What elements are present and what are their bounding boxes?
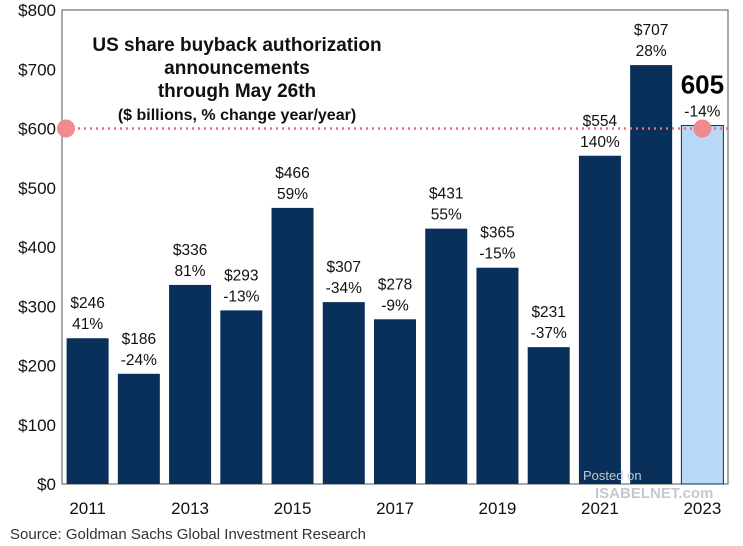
x-tick-label: 2019: [479, 499, 517, 518]
bar-chart: $0 $100 $200 $300 $400 $500 $600 $700 $800 2011 2…: [18, 1, 729, 518]
change-label-2015: 59%: [277, 186, 308, 203]
bar-2017: [373, 319, 417, 484]
change-label-2016: -34%: [326, 280, 362, 297]
chart-subtitle: ($ billions, % change year/year): [118, 107, 356, 124]
value-label-2016: $307: [327, 259, 361, 276]
value-label-2017: $278: [378, 276, 412, 293]
chart-title-line-2: announcements: [164, 58, 310, 79]
chart-title-line-1: US share buyback authorization: [92, 35, 381, 56]
chart-title-line-3: through May 26th: [158, 81, 316, 102]
y-tick-label: $0: [37, 475, 56, 494]
source-note: Source: Goldman Sachs Global Investment …: [10, 526, 367, 543]
x-tick-label: 2013: [171, 499, 209, 518]
change-label-2020: -37%: [531, 325, 567, 342]
y-tick-label: $700: [18, 60, 56, 79]
bar-2014: [220, 310, 263, 484]
value-label-2021: $554: [583, 113, 618, 130]
value-label-2018: $431: [429, 186, 463, 203]
x-tick-label: 2023: [683, 499, 721, 518]
watermark-line-1: Posted on: [583, 468, 642, 483]
bar-2023: [680, 125, 724, 485]
reference-marker-left: [57, 119, 75, 138]
change-label-2022: 28%: [636, 43, 667, 60]
bar-2022: [630, 65, 673, 484]
y-tick-label: $100: [18, 416, 56, 435]
bar-2021: [578, 155, 621, 484]
bar-2016: [322, 302, 365, 484]
value-label-2022: $707: [634, 22, 668, 39]
y-tick-label: $200: [18, 357, 56, 376]
change-label-2014: -13%: [223, 288, 259, 305]
bar-2020: [527, 347, 570, 484]
value-label-2020: $231: [531, 304, 565, 321]
watermark: Posted on ISABELNET.com: [583, 468, 713, 502]
change-label-2012: -24%: [121, 352, 157, 369]
bar-2018: [425, 228, 468, 484]
reference-marker-right: [693, 119, 712, 138]
change-label-2013: 81%: [175, 263, 206, 280]
value-label-2014: $293: [224, 267, 258, 284]
watermark-line-2: ISABELNET.com: [595, 485, 713, 502]
value-label-2023: 605: [681, 70, 724, 100]
y-tick-label: $800: [18, 1, 56, 20]
change-label-2019: -15%: [479, 246, 515, 263]
bar-2011: [66, 338, 109, 484]
x-tick-label: 2015: [274, 499, 312, 518]
change-label-2018: 55%: [431, 207, 462, 224]
y-tick-label: $400: [18, 238, 56, 257]
y-tick-label: $300: [18, 297, 56, 316]
value-label-2013: $336: [173, 242, 207, 259]
bar-2013: [169, 284, 212, 484]
y-tick-label: $600: [18, 120, 56, 139]
change-label-2017: -9%: [381, 297, 409, 314]
value-label-2019: $365: [480, 225, 514, 242]
bar-2019: [476, 267, 519, 484]
change-label-2023: -14%: [684, 104, 720, 121]
value-label-2012: $186: [122, 331, 156, 348]
change-label-2011: 41%: [72, 316, 103, 333]
x-tick-label: 2021: [581, 499, 619, 518]
bar-2012: [117, 373, 160, 484]
value-label-2015: $466: [275, 165, 309, 182]
x-tick-label: 2011: [69, 499, 106, 518]
value-label-2011: $246: [70, 295, 104, 312]
bar-2015: [271, 207, 314, 484]
change-label-2021: 140%: [580, 134, 620, 151]
x-tick-label: 2017: [376, 499, 414, 518]
y-tick-label: $500: [18, 179, 56, 198]
